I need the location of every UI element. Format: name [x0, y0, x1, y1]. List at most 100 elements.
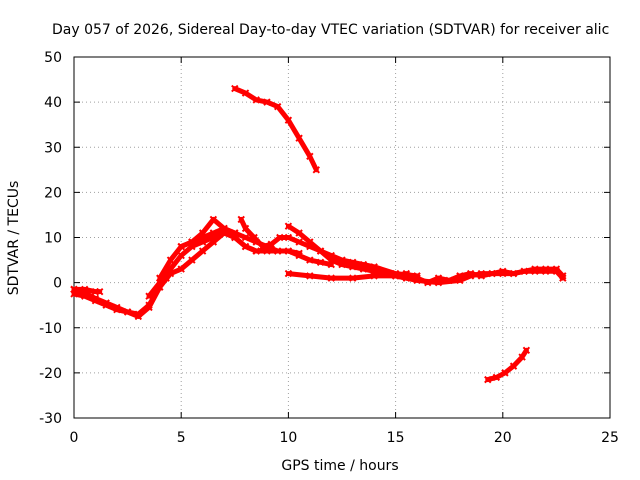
- data-point: [241, 224, 250, 233]
- data-point: [391, 272, 400, 280]
- data-point: [509, 269, 518, 278]
- data-point: [177, 242, 185, 251]
- data-point: [518, 353, 526, 361]
- data-point: [258, 242, 267, 251]
- data-point: [156, 274, 164, 282]
- x-tick-label: 25: [601, 430, 619, 446]
- data-point: [509, 362, 518, 370]
- data-point: [349, 263, 357, 271]
- data-point: [402, 269, 411, 278]
- data-point: [177, 265, 185, 273]
- data-point: [295, 229, 303, 237]
- data-point: [237, 215, 245, 224]
- data-point: [198, 229, 207, 237]
- data-point: [241, 233, 250, 242]
- y-tick-label: 30: [44, 140, 62, 156]
- data-point: [209, 229, 218, 237]
- data-point: [177, 251, 185, 260]
- data-point: [134, 312, 143, 321]
- grid-layer: [74, 57, 610, 418]
- data-point: [295, 249, 303, 258]
- data-point: [312, 166, 320, 174]
- data-point: [250, 233, 258, 242]
- data-point: [359, 265, 368, 273]
- data-point: [349, 274, 357, 282]
- data-point: [492, 373, 501, 382]
- x-tick-label: 5: [177, 430, 186, 446]
- data-point: [263, 98, 271, 106]
- data-point: [241, 242, 250, 251]
- data-point: [231, 84, 239, 93]
- data-point: [252, 247, 260, 255]
- data-point: [123, 308, 132, 316]
- x-axis-label: GPS time / hours: [281, 458, 398, 474]
- data-point: [520, 267, 528, 276]
- data-point: [70, 285, 78, 294]
- data-point: [316, 247, 325, 255]
- data-point: [531, 265, 539, 273]
- data-point: [188, 256, 196, 264]
- data-point: [231, 229, 239, 237]
- data-point: [284, 269, 293, 278]
- ticks-layer: -30 -20 -10 0 10 20 30 40 50 0 5 10 15 20 25: [39, 50, 619, 446]
- data-point: [273, 102, 282, 111]
- data-point: [145, 303, 153, 312]
- data-point: [91, 294, 100, 303]
- data-point: [316, 258, 325, 267]
- data-point: [484, 375, 492, 384]
- y-tick-label: 50: [44, 50, 62, 66]
- data-point: [424, 278, 432, 287]
- data-point: [488, 269, 496, 278]
- data-point: [284, 116, 293, 124]
- y-axis-label: SDTVAR / TECUs: [6, 181, 22, 296]
- data-point: [198, 247, 207, 255]
- data-point: [102, 299, 110, 307]
- data-point: [552, 265, 561, 273]
- data-point: [327, 274, 335, 282]
- chart-title: Day 057 of 2026, Sidereal Day-to-day VTE…: [52, 22, 609, 38]
- data-point: [466, 269, 475, 278]
- data-point: [559, 272, 567, 280]
- data-point: [267, 240, 275, 248]
- data-point: [522, 346, 531, 355]
- data-point: [295, 134, 303, 142]
- data-point: [145, 292, 153, 300]
- y-tick-label: -10: [39, 321, 62, 337]
- data-point: [284, 222, 293, 230]
- data-point: [209, 215, 218, 224]
- y-tick-label: 10: [44, 231, 62, 247]
- data-point: [113, 303, 121, 312]
- data-point: [295, 238, 303, 246]
- data-point: [370, 272, 378, 280]
- data-point: [284, 247, 293, 255]
- y-tick-label: 40: [44, 95, 62, 111]
- data-point: [477, 272, 486, 280]
- data-point: [499, 267, 507, 276]
- y-tick-label: -20: [39, 366, 62, 382]
- y-tick-label: 0: [53, 276, 62, 292]
- series-layer: [70, 84, 567, 384]
- data-point: [220, 224, 228, 233]
- data-point: [445, 276, 453, 285]
- x-tick-label: 10: [279, 430, 297, 446]
- data-point: [276, 233, 284, 242]
- data-point: [456, 272, 464, 280]
- data-point: [306, 256, 314, 264]
- data-point: [306, 272, 314, 280]
- data-point: [284, 233, 293, 242]
- data-point: [252, 96, 260, 104]
- data-point: [241, 89, 250, 97]
- data-point: [327, 256, 335, 264]
- x-tick-label: 0: [70, 430, 79, 446]
- data-point: [541, 265, 550, 273]
- data-point: [434, 274, 443, 282]
- data-point: [413, 274, 421, 282]
- data-point: [306, 238, 314, 246]
- data-point: [501, 369, 509, 377]
- y-tick-label: -30: [39, 411, 62, 427]
- series-line-sat-c: [71, 286, 103, 295]
- data-point: [188, 238, 196, 246]
- data-point: [273, 247, 282, 255]
- data-point: [166, 256, 175, 264]
